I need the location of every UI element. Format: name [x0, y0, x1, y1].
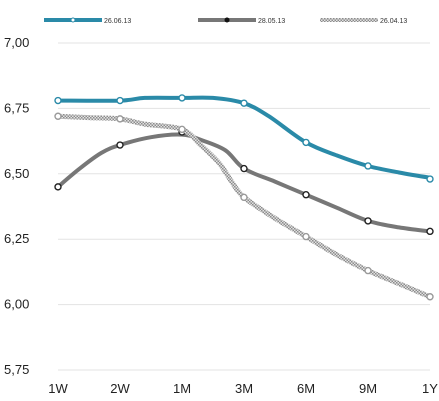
series-26.06.13 [54, 94, 434, 183]
data-point [54, 112, 62, 120]
legend-swatch [320, 18, 378, 22]
data-point [302, 232, 310, 241]
legend-item: 26.04.13 [320, 18, 407, 25]
legend: 26.06.13 28.05.13 26.04.13 [44, 17, 407, 25]
y-tick-label: 6,50 [4, 166, 29, 181]
data-point [240, 164, 248, 173]
x-tick-label: 1W [48, 381, 68, 396]
x-tick-label: 9M [359, 381, 377, 396]
y-tick-label: 7,00 [4, 35, 29, 50]
data-point [116, 141, 124, 149]
data-point [426, 175, 434, 183]
data-point [240, 193, 248, 202]
data-point [178, 94, 186, 102]
series-28.05.13 [54, 128, 434, 236]
legend-label: 28.05.13 [258, 18, 285, 25]
grid-lines [58, 42, 430, 371]
x-tick-label: 1Y [422, 381, 438, 396]
legend-marker [224, 17, 230, 23]
y-tick-label: 6,75 [4, 100, 29, 115]
series-line [55, 113, 433, 300]
data-point [426, 227, 434, 236]
series-line [56, 132, 432, 234]
x-tick-label: 1M [173, 381, 191, 396]
legend-marker [70, 17, 76, 23]
data-point [364, 162, 372, 170]
data-point [302, 191, 310, 199]
x-tick-label: 3M [235, 381, 253, 396]
data-point [178, 125, 186, 134]
data-point [302, 138, 310, 147]
data-point [240, 99, 248, 107]
data-point [116, 96, 124, 105]
y-tick-label: 5,75 [4, 362, 29, 377]
data-point [54, 183, 62, 191]
y-tick-label: 6,25 [4, 231, 29, 246]
series-26.04.13 [54, 112, 434, 301]
y-axis: 7,00 6,75 6,50 6,25 6,00 5,75 [4, 35, 29, 377]
legend-label: 26.06.13 [104, 18, 131, 25]
series-lines [54, 94, 434, 301]
data-point [54, 96, 62, 105]
data-point [364, 266, 372, 275]
x-tick-label: 6M [297, 381, 315, 396]
legend-item: 26.06.13 [44, 17, 131, 25]
legend-label: 26.04.13 [380, 18, 407, 25]
x-tick-label: 2W [110, 381, 130, 396]
x-axis: 1W 2W 1M 3M 6M 9M 1Y [48, 381, 438, 396]
data-point [364, 217, 372, 225]
legend-item: 28.05.13 [198, 17, 285, 25]
data-point [116, 115, 124, 123]
data-point [426, 293, 434, 301]
y-tick-label: 6,00 [4, 297, 29, 312]
